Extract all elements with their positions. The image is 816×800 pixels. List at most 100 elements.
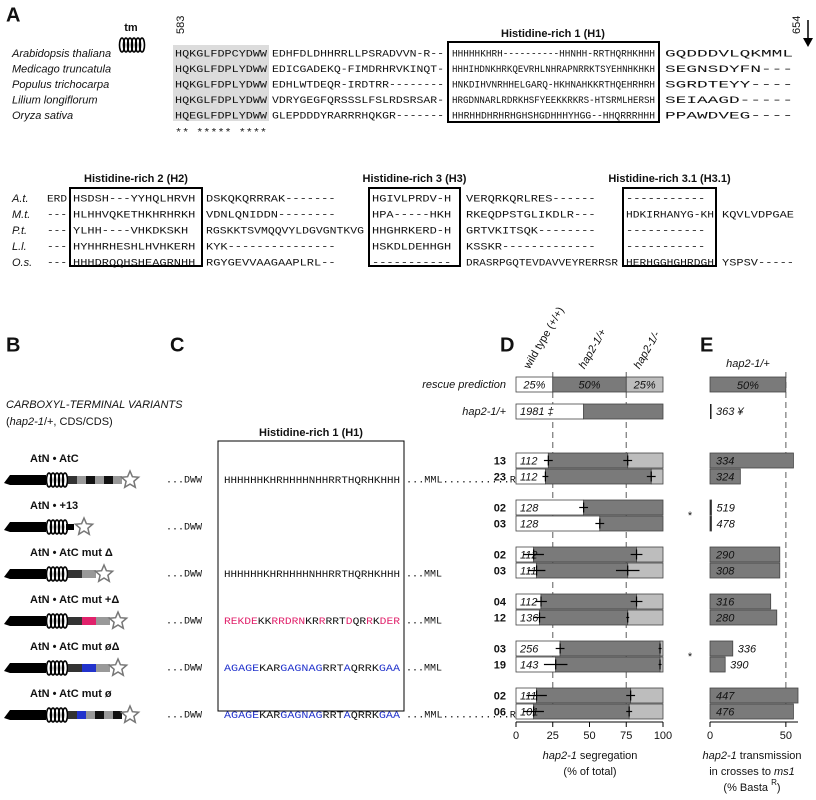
tm-coil: [49, 566, 57, 582]
sequence: HHHHHHKHRHHHHNHHRRTHQRHKHHH: [224, 476, 400, 487]
sequence: SEIAAGD-----: [665, 96, 793, 107]
domain-box: [69, 187, 203, 267]
tm-coil: [126, 37, 134, 53]
sequence: YSPSV-----: [722, 259, 794, 270]
residue-group: R: [366, 617, 373, 628]
n-label: 336: [738, 643, 757, 655]
residue-group: GAGNAG: [280, 711, 322, 722]
tm-coil: [45, 613, 53, 629]
x-axis-label: (% of total): [563, 766, 616, 778]
n-label: 478: [717, 518, 736, 530]
sequence: AGAGE KAR GAGNAG RRT AQRRK GAA: [224, 711, 400, 722]
n-label: 324: [716, 471, 734, 483]
line-id: 13: [494, 455, 506, 467]
bar-segment: [559, 640, 661, 657]
atc-segment: [96, 617, 110, 625]
atc-segment: [86, 476, 95, 484]
atn-domain: [4, 569, 46, 579]
sequence: ...DWW: [166, 523, 202, 534]
x-tick-label: 0: [513, 730, 519, 742]
tm-coil: [49, 613, 57, 629]
construct-name: AtN • AtC mut øΔ: [30, 641, 120, 653]
n-label: 128: [520, 502, 539, 514]
sequence: HSKDLDEHHGH: [372, 243, 451, 254]
bar: [710, 404, 712, 419]
bar-segment: [599, 515, 664, 532]
sequence: -----------: [626, 195, 705, 206]
sequence: HERHGGHGHRDGH: [626, 259, 714, 270]
tm-coil: [118, 37, 126, 53]
residue-group: RRT: [323, 711, 344, 722]
sequence: KQVLVDPGAE: [722, 211, 794, 222]
x-axis-label: hap2-1 segregation: [543, 750, 638, 762]
x-axis-label: (% Basta R): [723, 778, 780, 794]
sequence: -----------: [626, 227, 705, 238]
n-label: 390: [730, 659, 749, 671]
n-label: 111: [520, 690, 537, 702]
sequence: GLEPDDDYRARRRHQKGR-------: [272, 112, 444, 123]
x-axis-label: hap2-1 transmission: [702, 750, 801, 762]
arrowhead: [803, 38, 813, 47]
residue-group: D: [346, 617, 353, 628]
species-name: Arabidopsis thaliana: [11, 48, 111, 60]
n-label: 256: [519, 643, 539, 655]
residue-group: KAR: [259, 711, 280, 722]
atc-segment: [82, 570, 96, 578]
line-id: 02: [494, 502, 506, 514]
atc-segment: [68, 476, 77, 484]
line-id: 23: [494, 471, 506, 483]
sequence: HHHIHDNKHRKQEVRHLNHRAPNRRKTSYEHNHKHKH: [452, 65, 655, 76]
construct-name: AtN • AtC mut +Δ: [30, 594, 119, 606]
line-id: 19: [494, 659, 506, 671]
sequence: ...MML: [406, 570, 442, 581]
sequence: YLHH----VHKDKSKH: [73, 227, 188, 238]
sequence: HQKGLFDPLYDWW: [175, 65, 267, 76]
tm-coil: [122, 37, 130, 53]
tm-coil: [45, 519, 53, 535]
residue-group: A: [344, 711, 351, 722]
star: [119, 469, 141, 489]
residue-group: QRRK: [351, 664, 379, 675]
construct-name: AtN • +13: [30, 500, 78, 512]
n-label: 334: [716, 455, 734, 467]
sequence: HGIVLPRDV-H: [372, 195, 451, 206]
sequence: AGAGE KAR GAGNAG RRT AQRRK GAA: [224, 664, 400, 675]
n-label: 101: [520, 706, 538, 718]
residue-group: RRDRN: [271, 617, 305, 628]
n-label: 143: [520, 659, 539, 671]
tm-coil: [61, 660, 69, 676]
atc-segment: [77, 476, 86, 484]
residue-group: A: [344, 664, 351, 675]
box-title: Histidine-rich 3 (H3): [363, 173, 467, 185]
linker: [66, 524, 74, 530]
sequence: HQKGLFDPCYDWW: [175, 50, 267, 61]
atn-domain: [4, 710, 46, 720]
sequence: HQKGLFDPLYDWW: [175, 96, 267, 107]
box-title: Histidine-rich 1 (H1): [259, 427, 363, 439]
significance: *: [688, 651, 693, 663]
species-abbr: L.l.: [12, 241, 27, 253]
sequence: HYHHRHESHLHVHKERH: [73, 243, 195, 254]
panel-label: E: [700, 334, 713, 356]
atn-domain: [4, 663, 46, 673]
residue-group: R: [319, 617, 326, 628]
sequence: HHGHRKERD-H: [372, 227, 451, 238]
star: [107, 657, 129, 677]
sequence: HRGDNNARLRDRKHSFYEEKKRKRS-HTSRMLHERSH: [452, 96, 655, 107]
tm-coil: [57, 472, 65, 488]
atc-segment: [68, 664, 82, 672]
sequence: ...MML...........RES: [406, 476, 528, 487]
line-id: 02: [494, 549, 506, 561]
x-axis-label-part: hap2-1: [543, 750, 577, 762]
sequence: ...DWW: [166, 570, 202, 581]
n-label: 111: [520, 565, 537, 577]
panel-subtitle-part: hap2-1: [10, 416, 44, 428]
x-axis-label-part: segregation: [577, 750, 638, 762]
panel-subtitle-part: (: [6, 416, 10, 428]
atc-segment: [96, 664, 110, 672]
sequence: ...DWW: [166, 664, 202, 675]
sequence: EDHFDLDHHRRLLPSRADVVN-R--: [272, 50, 444, 61]
sequence: GQDDDVLQKMML: [665, 50, 793, 61]
bar: [709, 546, 781, 563]
